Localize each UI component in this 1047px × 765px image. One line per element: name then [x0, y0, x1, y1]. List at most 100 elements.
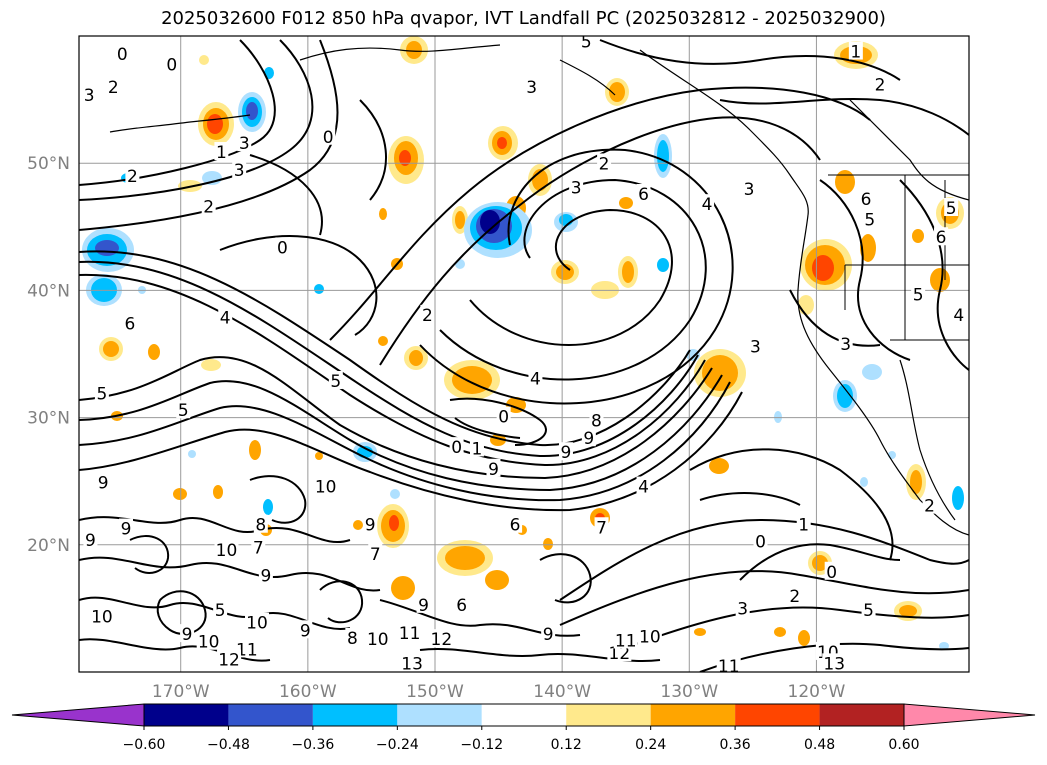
contour-label-bg — [454, 594, 469, 613]
colorbar: −0.60 −0.48 −0.36 −0.24 −0.12 0.12 0.24 0.36 0.4… — [11, 703, 1036, 753]
contour-label-bg — [636, 184, 651, 202]
contour-label-bg — [469, 438, 484, 457]
contour-label: 5 — [215, 601, 226, 621]
contour-label-bg — [859, 189, 874, 208]
contour-label: 6 — [456, 596, 467, 616]
contour-label-bg — [862, 209, 877, 228]
contour-label-bg — [82, 84, 97, 103]
contour-label-bg — [848, 41, 863, 60]
contour-label: 0 — [277, 238, 288, 258]
colorbar-swatch — [819, 704, 904, 726]
contour-label-bg — [253, 514, 268, 533]
contour-label: 10 — [246, 614, 268, 634]
contour-label: 12 — [431, 630, 453, 650]
contour-label-bg — [119, 518, 134, 537]
contour-label-bg — [328, 370, 343, 389]
contour-label-bg — [106, 77, 121, 96]
contour-label: 2 — [789, 587, 800, 607]
contour-label-bg — [700, 194, 715, 213]
contour-label-bg — [581, 428, 596, 447]
contour-label: 6 — [124, 315, 135, 335]
colorbar-swatch — [566, 704, 651, 726]
contour-label: 1 — [798, 516, 809, 536]
contour-label: 9 — [85, 531, 96, 551]
colorbar-extend-max — [903, 703, 1036, 727]
contour-label: 2 — [875, 76, 886, 96]
colorbar-swatch — [228, 704, 313, 726]
contour-label: 3 — [526, 78, 537, 98]
contour-label: 3 — [744, 180, 755, 200]
contour-label: 2 — [127, 167, 138, 187]
contour-label: 0 — [166, 55, 177, 75]
contour-label: 2 — [422, 306, 433, 326]
contour-label-bg — [796, 514, 811, 533]
contour-label: 9 — [583, 429, 594, 449]
contour-label: 10 — [216, 541, 238, 561]
contour-label: 5 — [864, 210, 875, 230]
contour-label-bg — [922, 495, 937, 514]
contour-label: 9 — [98, 474, 109, 494]
contour-label-bg — [429, 629, 454, 648]
contour-label-bg — [275, 237, 290, 256]
contour-label: 9 — [365, 516, 376, 536]
contour-label: 2 — [924, 497, 935, 517]
contour-label-bg — [569, 177, 584, 196]
contour-label: 1 — [472, 439, 483, 459]
contour-label-bg — [716, 655, 741, 672]
contour-label: 7 — [596, 518, 607, 538]
contour-label: 4 — [953, 306, 964, 326]
contour-label-bg — [313, 476, 338, 495]
contour-label: 6 — [510, 516, 521, 536]
colorbar-tick-label: 0.12 — [551, 737, 582, 753]
contour-label: 9 — [260, 567, 271, 587]
colorbar-swatch — [397, 704, 482, 726]
contour-label-bg — [251, 537, 266, 556]
colorbar-swatch — [144, 704, 229, 726]
contour-label: 9 — [121, 520, 132, 540]
contour-label-bg — [164, 54, 179, 73]
contour-label-bg — [298, 620, 313, 639]
contour-label: 5 — [330, 372, 341, 392]
contour-label-bg — [217, 649, 242, 668]
latitude-labels: 20°N 30°N 40°N 50°N — [27, 154, 70, 556]
contour-label: 5 — [581, 32, 592, 52]
contour-label: 3 — [234, 161, 245, 181]
contour-label-bg — [176, 400, 191, 419]
lon-tick-label: 140°W — [533, 682, 591, 702]
contour-label-bg — [594, 517, 609, 536]
colorbar-swatch — [312, 704, 398, 726]
contour-label-bg — [753, 531, 768, 550]
contour-label: 12 — [609, 644, 631, 664]
contour-label: 0 — [323, 128, 334, 148]
colorbar-tick-label: −0.36 — [291, 737, 334, 753]
contour-label: 13 — [823, 654, 845, 674]
contour-label: 1 — [850, 43, 861, 63]
map-title: 2025032600 F012 850 hPa qvapor, IVT Land… — [161, 8, 886, 29]
contour-label: 10 — [315, 478, 337, 498]
lon-tick-label: 120°W — [788, 682, 846, 702]
contour-label-bg — [636, 476, 651, 495]
contour-label-bg — [321, 126, 336, 145]
contour-label: 2 — [599, 154, 610, 174]
lat-tick-label: 20°N — [27, 536, 70, 556]
contour-label: 6 — [861, 190, 872, 210]
contour-label: 10 — [198, 633, 220, 653]
contour-label: 13 — [401, 654, 423, 674]
contour-label-bg — [951, 304, 966, 323]
contour-label: 1 — [216, 143, 227, 163]
contour-label: 10 — [367, 630, 389, 650]
contour-label: 9 — [543, 625, 554, 645]
contour-label: 7 — [253, 539, 264, 559]
colorbar-swatch — [481, 704, 567, 726]
contour-label-bg — [838, 334, 853, 353]
ivt-contour-lines — [79, 39, 969, 672]
contour-label: 4 — [220, 308, 231, 328]
colorbar-tick-label: −0.48 — [207, 737, 250, 753]
lon-tick-label: 160°W — [279, 682, 337, 702]
contour-label-bg — [245, 612, 269, 631]
lon-tick-label: 150°W — [406, 682, 464, 702]
contour-label: 10 — [91, 607, 113, 627]
contour-label-bg — [180, 624, 195, 643]
contour-label: 4 — [530, 369, 541, 389]
